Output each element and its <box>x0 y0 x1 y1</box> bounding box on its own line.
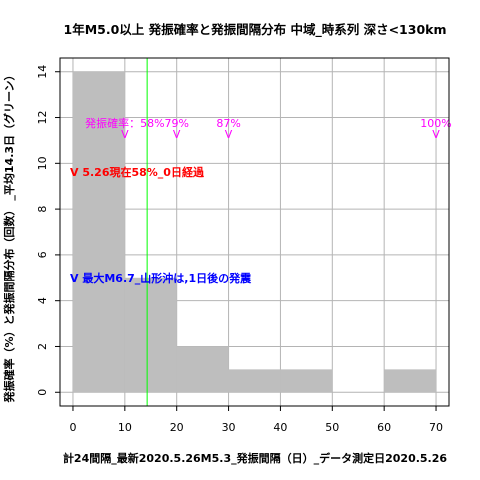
x-tick-label: 50 <box>325 421 339 434</box>
y-tick-label: 2 <box>36 343 49 350</box>
y-tick-label: 4 <box>36 297 49 304</box>
x-tick-label: 30 <box>222 421 236 434</box>
histogram-bar <box>228 369 281 393</box>
x-tick-label: 10 <box>118 421 132 434</box>
y-tick-label: 0 <box>36 389 49 396</box>
x-tick-label: 60 <box>377 421 391 434</box>
y-tick-label: 12 <box>36 111 49 125</box>
bars <box>72 71 437 393</box>
histogram-bar <box>124 277 177 393</box>
x-tick-label: 70 <box>429 421 443 434</box>
probability-marker: V <box>225 128 233 141</box>
probability-marker: V <box>432 128 440 141</box>
probability-label: 79% <box>164 117 188 130</box>
histogram-bar <box>72 71 125 393</box>
x-tick-label: 0 <box>69 421 76 434</box>
plot-frame <box>59 57 450 407</box>
probability-label: 87% <box>216 117 240 130</box>
chart-title: 1年M5.0以上 発振確率と発振間隔分布 中域_時系列 深さ<130km <box>64 22 447 38</box>
y-tick-label: 10 <box>36 156 49 170</box>
x-tick-label: 20 <box>170 421 184 434</box>
histogram-bar <box>176 346 229 393</box>
y-tick-label: 8 <box>36 206 49 213</box>
probability-marker: V <box>121 128 129 141</box>
y-tick-label: 6 <box>36 251 49 258</box>
y-axis-label: 発振確率（%）と発振間隔分布（回数） _平均14.3日（グリーン） <box>2 70 16 404</box>
x-axis-label: 計24間隔_最新2020.5.26M5.3_発振間隔（日）_データ測定日2020… <box>63 451 447 465</box>
x-axis: 0 10 20 30 40 50 60 70 <box>69 406 443 434</box>
histogram-bar <box>384 369 437 393</box>
x-tick-label: 40 <box>273 421 287 434</box>
y-tick-label: 14 <box>36 65 49 79</box>
annotations: V 5.26現在58%_0日経過 V 最大M6.7_山形沖は,1日後の発震 <box>70 165 252 285</box>
probability-label: 100% <box>420 117 451 130</box>
y-axis: 0 2 4 6 8 10 12 14 <box>36 65 60 396</box>
probability-marker: V <box>173 128 181 141</box>
annotation-text: V 5.26現在58%_0日経過 <box>70 165 205 179</box>
probability-label: 発振確率：58% <box>85 116 164 130</box>
annotation-text: V 最大M6.7_山形沖は,1日後の発震 <box>70 271 252 285</box>
histogram-bar <box>280 369 333 393</box>
